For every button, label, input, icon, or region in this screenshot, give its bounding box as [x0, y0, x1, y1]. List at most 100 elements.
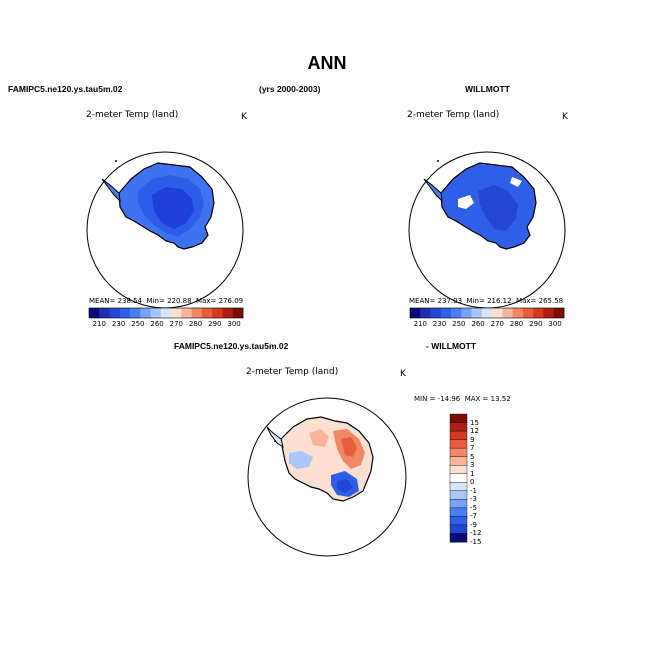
panel1-colorbar: [88, 307, 244, 319]
panel3-cold-bias-west: [289, 451, 313, 469]
panel2-colorbar-cell: [533, 308, 544, 318]
panel2-colorbar-ticks: 210 230 250 260 270 280 290 300: [410, 320, 564, 330]
panel1-colorbar-tick-label: 290: [208, 320, 222, 328]
panel2-colorbar-cell: [522, 308, 534, 318]
panel2-mean: 237.03: [437, 297, 463, 305]
panel3-colorbar-cell: [449, 413, 468, 424]
panel3-colorbar-tick-label: 5: [470, 452, 475, 461]
panel1-colorbar-cell: [222, 308, 234, 318]
panel2-colorbar-tick-label: 230: [432, 320, 447, 328]
panel3-colorbar-cell: [449, 473, 468, 483]
panel2-iceshelf-nodata: [458, 195, 474, 209]
panel2-plateau-cold: [478, 185, 518, 231]
panel1-max: 276.09: [218, 297, 244, 305]
panel1-colorbar-tick-label: 280: [188, 320, 203, 328]
panel3-warm-bias-west: [309, 429, 329, 447]
panel1-colorbar-cell: [130, 308, 141, 318]
left-case-label: FAMIPC5.ne120.ys.tau5m.02: [8, 84, 123, 94]
panel3-colorbar-cell: [449, 447, 468, 458]
panel2-colorbar-cell: [420, 308, 431, 318]
panel1-colorbar-cell: [201, 308, 213, 318]
panel3-title: 2-meter Temp (land): [246, 367, 339, 377]
panel3-max: 13.52: [490, 395, 511, 403]
panel1-mean-label: MEAN=: [89, 297, 116, 305]
panel1-colorbar-cell: [89, 308, 100, 318]
panel2-min: 216.12: [487, 297, 512, 305]
panel1-colorbar-cell: [119, 308, 131, 318]
panel2-title: 2-meter Temp (land): [407, 110, 500, 120]
panel2-colorbar-tick-label: 250: [452, 320, 466, 328]
panel2-colorbar-cell: [430, 308, 442, 318]
panel3-min-label: MIN =: [414, 395, 436, 403]
panel2-mean-label: MEAN=: [409, 297, 436, 305]
years-label: (yrs 2000-2003): [259, 84, 321, 94]
panel2-min-label: Min=: [466, 297, 485, 305]
panel1-colorbar-cell: [181, 308, 192, 318]
panel1-colorbar-tick-label: 230: [111, 320, 126, 328]
panel3-colorbar-cell: [449, 490, 468, 500]
panel1-units: K: [241, 112, 247, 122]
panel2-colorbar-cell: [553, 308, 565, 318]
panel1-colorbar-tick-label: 250: [131, 320, 145, 328]
panel2-max: 265.58: [538, 297, 564, 305]
panel3-colorbar-tick-label: -1: [470, 486, 477, 495]
panel1-title: 2-meter Temp (land): [86, 110, 179, 120]
panel2-colorbar-tick-label: 270: [490, 320, 504, 328]
panel2-colorbar-cell: [471, 308, 483, 318]
panel2-units: K: [562, 112, 568, 122]
panel1-colorbar-cell: [171, 308, 182, 318]
panel2-colorbar: [409, 307, 565, 319]
panel3-colorbar-tick-label: 0: [470, 478, 475, 487]
panel3-colorbar-tick-label: 15: [470, 418, 479, 427]
panel2-rossshelf-nodata: [510, 177, 522, 187]
panel3-map-boundary: [247, 397, 407, 557]
panel1-colorbar-cell: [150, 308, 162, 318]
panel3-colorbar-cell: [449, 533, 468, 543]
panel1-peninsula: [101, 178, 121, 203]
panel3-colorbar-cell: [449, 507, 468, 517]
panel3-peninsula: [266, 426, 284, 449]
panel1-colorbar-cell: [109, 308, 121, 318]
panel3-min: -14.96: [437, 395, 461, 403]
panel1-stats: MEAN= 238.54 Min= 220.88 Max= 276.09: [89, 297, 243, 305]
panel3-colorbar-cell: [449, 422, 468, 432]
panel3-colorbar-tick-label: 7: [470, 444, 475, 453]
panel1-colorbar-border: [88, 307, 244, 319]
panel3-colorbar-ticks: 15 12 9 7 5 3 1 0 -1 -3 -5 -7 -9 -12 -15: [470, 414, 500, 546]
panel2-colorbar-tick-label: 290: [529, 320, 543, 328]
panel3-colorbar-tick-label: -15: [470, 538, 482, 546]
panel1-colorbar-cell: [212, 308, 223, 318]
panel3-colorbar-tick-label: 3: [470, 461, 475, 470]
panel1-colorbar-ticks: 210 230 250 260 270 280 290 300: [89, 320, 243, 330]
panel2-colorbar-tick-label: 210: [413, 320, 427, 328]
panel3-colorbar-cell: [449, 482, 468, 492]
island-marker: [274, 440, 276, 442]
panel2-colorbar-cell: [512, 308, 524, 318]
panel1-colorbar-cell: [99, 308, 110, 318]
panel3-stats: MIN = -14.96 MAX = 13.52: [414, 395, 511, 403]
page-title: ANN: [307, 53, 347, 73]
panel3-colorbar-tick-label: -5: [470, 503, 477, 512]
panel3-cold-bias-core: [337, 479, 353, 493]
panel3-colorbar-tick-label: -7: [470, 512, 477, 521]
panel3-polar-map: [247, 397, 407, 557]
panel2-colorbar-cell: [481, 308, 493, 318]
island-marker: [437, 160, 439, 162]
panel2-colorbar-cell: [410, 308, 421, 318]
panel1-polar-map: [86, 151, 244, 309]
panel3-colorbar-tick-label: 1: [470, 469, 475, 478]
panel2-polar-map: [408, 151, 566, 309]
panel3-colorbar-cell: [449, 516, 468, 526]
panel2-colorbar-cell: [492, 308, 503, 318]
panel3-max-label: MAX =: [464, 395, 489, 403]
panel3-colorbar-tick-label: -12: [470, 529, 482, 538]
panel2-max-label: Max=: [516, 297, 537, 305]
panel3-colorbar-cell: [449, 439, 468, 449]
panel3-colorbar-cell: [449, 430, 468, 441]
panel2-peninsula: [423, 178, 443, 203]
panel3-colorbar-tick-label: -9: [470, 520, 477, 529]
panel2-stats: MEAN= 237.03 Min= 216.12 Max= 265.58: [409, 297, 563, 305]
island-marker: [115, 160, 117, 162]
panel2-colorbar-cell: [543, 308, 555, 318]
panel2-colorbar-tick-label: 300: [548, 320, 562, 328]
